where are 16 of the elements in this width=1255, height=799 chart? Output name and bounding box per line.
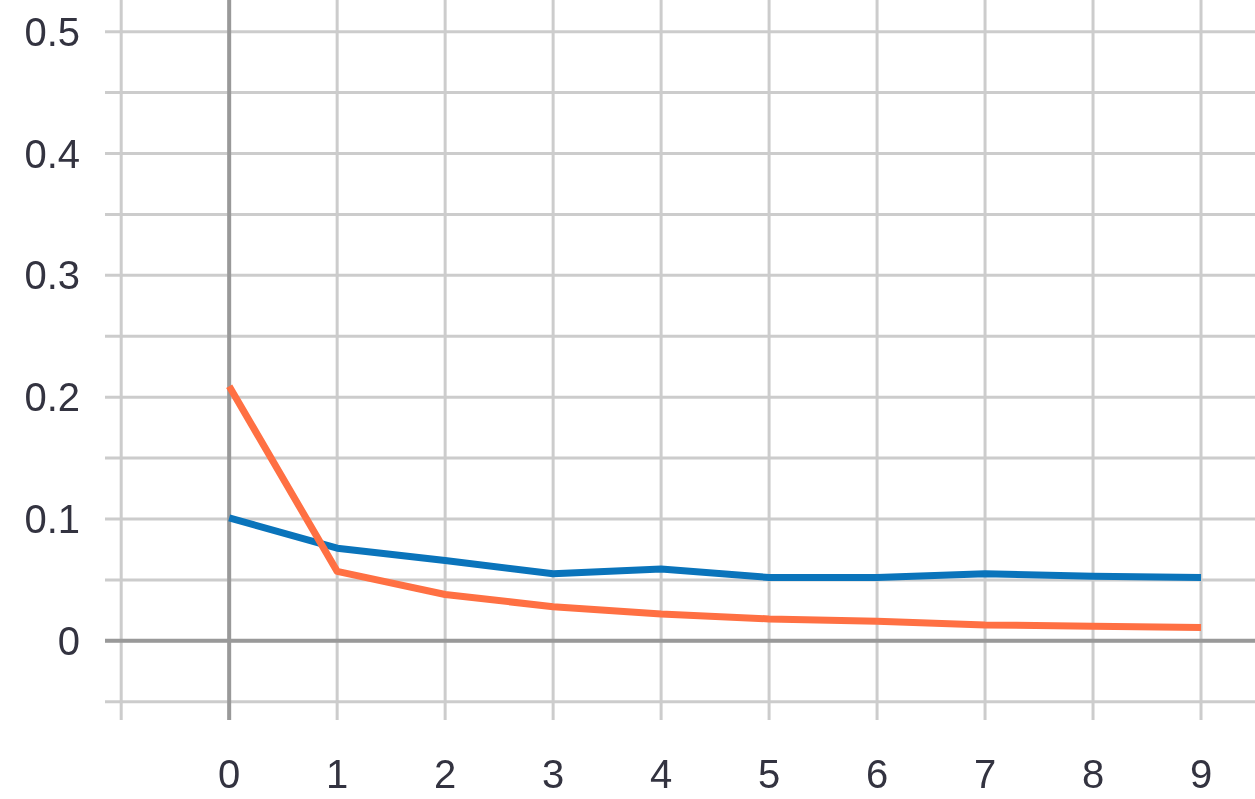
y-tick-label: 0.4 xyxy=(24,131,80,176)
x-tick-label: 5 xyxy=(757,752,781,796)
y-tick-label: 0 xyxy=(57,618,80,663)
y-tick-label: 0.1 xyxy=(24,496,80,541)
x-tick-label: 8 xyxy=(1081,752,1105,796)
x-tick-label: 1 xyxy=(326,752,349,796)
x-tick-label: 3 xyxy=(542,752,565,796)
y-tick-label: 0.3 xyxy=(24,253,80,298)
y-tick-label: 0.5 xyxy=(24,9,80,54)
x-tick-label: 2 xyxy=(434,752,457,796)
y-tick-label: 0.2 xyxy=(24,375,80,420)
x-tick-label: 6 xyxy=(865,752,889,796)
x-tick-label: 9 xyxy=(1189,752,1213,796)
x-tick-label: 4 xyxy=(649,752,673,796)
x-tick-label: 0 xyxy=(218,752,241,796)
x-tick-label: 7 xyxy=(973,752,997,796)
